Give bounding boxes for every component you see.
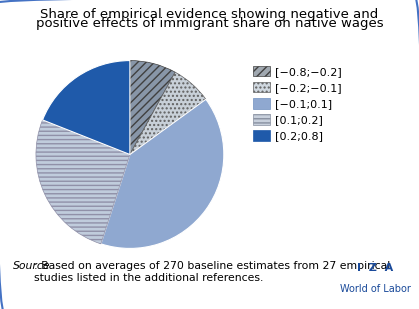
Wedge shape: [130, 72, 206, 154]
Wedge shape: [43, 61, 130, 154]
Wedge shape: [101, 99, 224, 248]
Text: World of Labor: World of Labor: [339, 284, 411, 294]
Text: : Based on averages of 270 baseline estimates from 27 empirical
studies listed i: : Based on averages of 270 baseline esti…: [34, 261, 391, 283]
Legend: [−0.8;−0.2], [−0.2;−0.1], [−0.1;0.1], [0.1;0.2], [0.2;0.8]: [−0.8;−0.2], [−0.2;−0.1], [−0.1;0.1], [0…: [248, 61, 347, 146]
Text: Share of empirical evidence showing negative and: Share of empirical evidence showing nega…: [40, 8, 379, 21]
Text: I  Z  A: I Z A: [357, 264, 393, 273]
Text: positive effects of immigrant share on native wages: positive effects of immigrant share on n…: [36, 17, 383, 30]
Wedge shape: [130, 61, 175, 154]
Wedge shape: [36, 120, 130, 244]
Text: Source: Source: [13, 261, 50, 271]
